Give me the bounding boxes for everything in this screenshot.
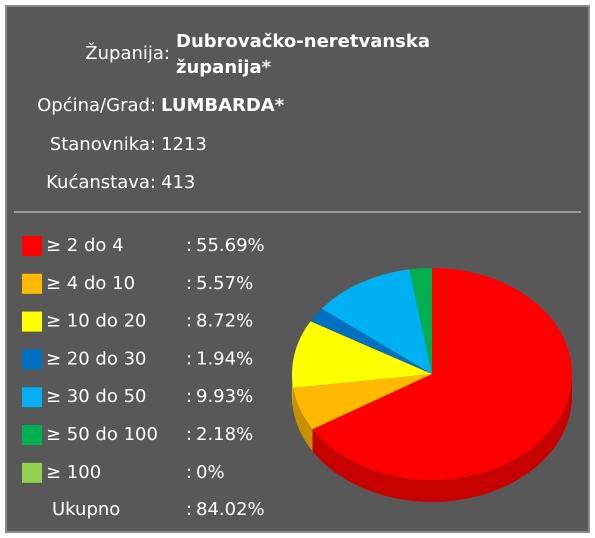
population-value: 1213 — [161, 134, 207, 155]
legend-label: ≥ 4 do 10 — [46, 273, 135, 294]
legend-colon: : — [186, 424, 192, 445]
legend-colon: : — [186, 348, 192, 369]
legend-swatch — [22, 462, 42, 483]
pie-slice — [292, 321, 432, 388]
population-label: Stanovnika: — [50, 134, 156, 155]
households-label: Kućanstava: — [46, 172, 156, 193]
total-value: 84.02% — [196, 499, 265, 520]
legend-colon: : — [186, 386, 192, 407]
pie-slice — [409, 268, 432, 374]
legend-swatch — [22, 273, 42, 294]
pie-side — [293, 387, 313, 452]
pie-slice — [312, 268, 572, 481]
legend-value: 2.18% — [196, 424, 253, 445]
total-colon: : — [186, 499, 192, 520]
municipality-label: Općina/Grad: — [37, 95, 156, 116]
legend-swatch — [22, 349, 42, 370]
total-label: Ukupno — [52, 499, 120, 520]
legend-label: ≥ 20 do 30 — [46, 348, 147, 369]
legend-colon: : — [186, 235, 192, 256]
legend-swatch — [22, 236, 42, 256]
municipality-value: LUMBARDA* — [161, 95, 285, 116]
legend-value: 55.69% — [196, 235, 265, 256]
legend-label: ≥ 100 — [46, 462, 101, 483]
legend-value: 8.72% — [196, 311, 253, 332]
legend-colon: : — [186, 311, 192, 332]
pie-slice — [310, 308, 432, 374]
legend-label: ≥ 2 do 4 — [46, 235, 124, 256]
county-label: Županija: — [85, 42, 170, 64]
legend-swatch — [22, 387, 42, 408]
county-value: županija* — [176, 57, 272, 78]
legend-swatch — [22, 425, 42, 445]
pie-side — [312, 374, 572, 503]
legend-value: 5.57% — [196, 273, 253, 294]
county-value: Dubrovačko-neretvanska — [176, 31, 430, 52]
legend-value: 0% — [196, 462, 225, 483]
legend-value: 9.93% — [196, 386, 253, 407]
households-value: 413 — [161, 172, 195, 193]
legend-label: ≥ 30 do 50 — [46, 386, 147, 407]
legend-label: ≥ 50 do 100 — [46, 424, 158, 445]
legend-label: ≥ 10 do 20 — [46, 311, 147, 332]
pie-slice — [321, 269, 432, 374]
legend-colon: : — [186, 462, 192, 483]
pie-side — [292, 374, 294, 410]
legend-swatch — [22, 311, 42, 332]
legend-value: 1.94% — [196, 348, 253, 369]
legend-colon: : — [186, 273, 192, 294]
pie-slice — [293, 374, 432, 430]
